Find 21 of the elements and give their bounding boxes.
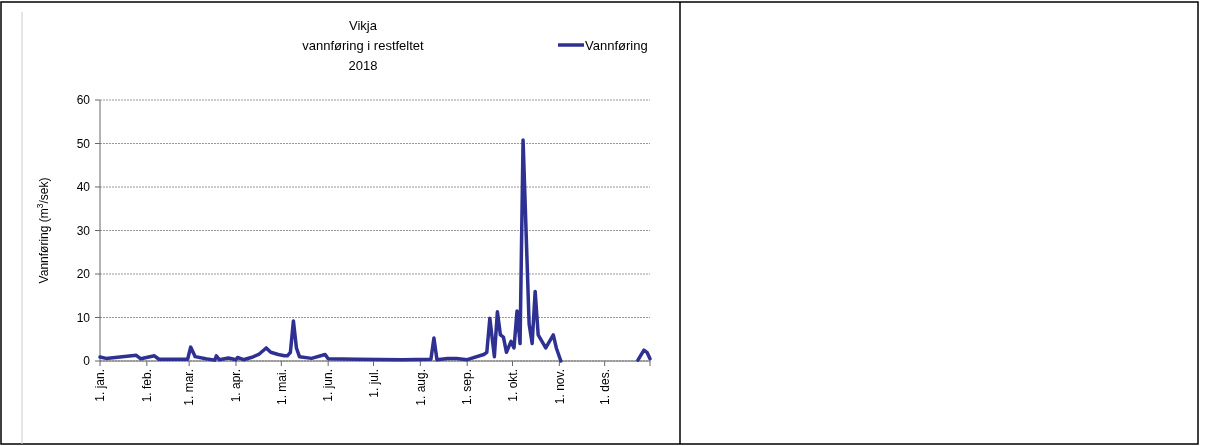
x-tick-label: 1. jun. [321,369,336,402]
x-tick-label: 1. nov. [552,369,567,405]
chart-title: Vikja vannføring i restfeltet 2018 [302,18,425,73]
x-tick-label: 1. mai. [274,369,289,406]
x-tick-label: 1. apr. [229,369,244,403]
y-tick-label: 10 [76,310,91,325]
x-tick-label: 1. sep. [460,369,475,406]
y-tick-label: 0 [83,354,91,369]
x-tick-label: 1. okt. [505,369,520,402]
x-tick-label: 1. feb. [140,369,155,403]
x-tick-label: 1. jul. [366,369,381,398]
x-tick-label: 1. des. [597,369,612,406]
y-tick-label: 20 [76,267,91,282]
y-tick-label: 50 [76,136,91,151]
x-tick-label: 1. jan. [93,369,108,402]
y-tick-label: 40 [76,180,91,195]
y-tick-label: 30 [76,223,91,238]
x-tick-label: 1. mar. [182,369,197,406]
y-tick-label: 60 [76,93,91,108]
x-tick-label: 1. aug. [413,369,428,406]
legend-label: Vannføring [585,37,648,53]
